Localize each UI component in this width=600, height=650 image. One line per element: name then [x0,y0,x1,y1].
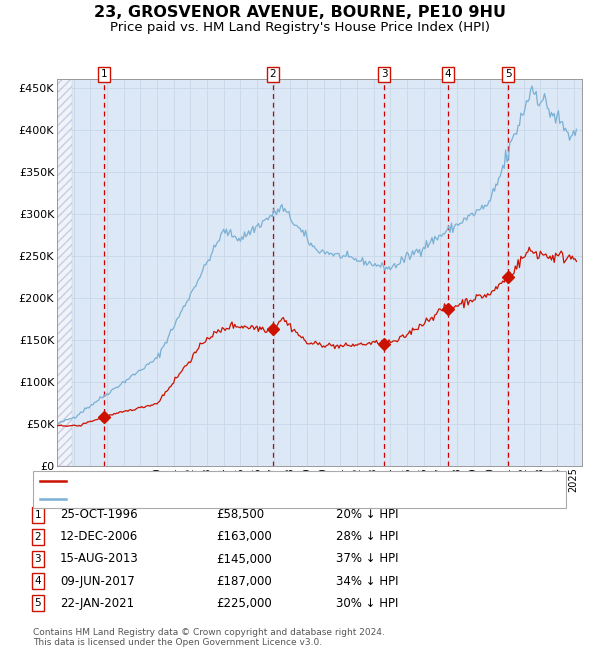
Text: 34% ↓ HPI: 34% ↓ HPI [336,575,398,588]
Text: 20% ↓ HPI: 20% ↓ HPI [336,508,398,521]
Text: 1: 1 [34,510,41,520]
Text: 37% ↓ HPI: 37% ↓ HPI [336,552,398,566]
Text: £58,500: £58,500 [216,508,264,521]
Text: Price paid vs. HM Land Registry's House Price Index (HPI): Price paid vs. HM Land Registry's House … [110,21,490,34]
Text: HPI: Average price, detached house, South Kesteven: HPI: Average price, detached house, Sout… [69,494,343,504]
Text: 25-OCT-1996: 25-OCT-1996 [60,508,137,521]
Text: 5: 5 [34,598,41,608]
Text: 28% ↓ HPI: 28% ↓ HPI [336,530,398,543]
Text: £163,000: £163,000 [216,530,272,543]
Bar [57,79,73,466]
Text: 15-AUG-2013: 15-AUG-2013 [60,552,139,566]
Text: 23, GROSVENOR AVENUE, BOURNE, PE10 9HU (detached house): 23, GROSVENOR AVENUE, BOURNE, PE10 9HU (… [69,476,404,486]
Text: £225,000: £225,000 [216,597,272,610]
Text: 23, GROSVENOR AVENUE, BOURNE, PE10 9HU: 23, GROSVENOR AVENUE, BOURNE, PE10 9HU [94,5,506,20]
Text: 1: 1 [101,70,107,79]
Text: 4: 4 [445,70,451,79]
Text: 2: 2 [34,532,41,542]
Text: £145,000: £145,000 [216,552,272,566]
Text: 3: 3 [380,70,388,79]
Text: 30% ↓ HPI: 30% ↓ HPI [336,597,398,610]
Text: 5: 5 [505,70,511,79]
Text: 4: 4 [34,576,41,586]
Text: 2: 2 [269,70,276,79]
Text: £187,000: £187,000 [216,575,272,588]
Text: 12-DEC-2006: 12-DEC-2006 [60,530,138,543]
Text: Contains HM Land Registry data © Crown copyright and database right 2024.
This d: Contains HM Land Registry data © Crown c… [33,628,385,647]
Text: 09-JUN-2017: 09-JUN-2017 [60,575,135,588]
Text: 3: 3 [34,554,41,564]
Text: 22-JAN-2021: 22-JAN-2021 [60,597,134,610]
